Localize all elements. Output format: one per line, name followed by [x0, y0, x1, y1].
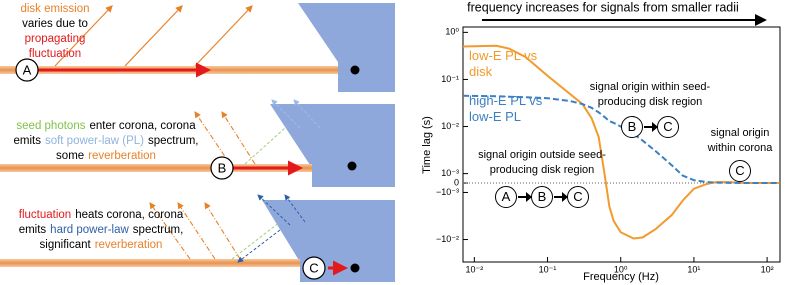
- annotation: signal origin within corona C: [700, 126, 780, 182]
- x-axis-label: Frequency (Hz): [583, 271, 659, 283]
- caption-segment: some: [56, 150, 85, 162]
- panel-letter-circle: [15, 58, 39, 82]
- x-tick-label: 10⁻¹: [539, 264, 557, 274]
- y-tick-label: 10⁻³: [441, 168, 459, 178]
- caption-segment: spectrum,: [132, 224, 184, 236]
- series-label: high-E PL vs low-E PL: [469, 93, 543, 124]
- panel-a-drawing: [0, 3, 395, 92]
- panel-letter: B: [218, 160, 227, 175]
- caption-line: disk emission: [0, 2, 114, 17]
- panel-c-drawing: [0, 194, 395, 282]
- panel-caption: fluctuation heats corona, corona emits hard…: [5, 208, 205, 253]
- caption-segment: spectrum,: [148, 135, 199, 147]
- y-tick-label: −10⁻²: [436, 234, 459, 244]
- annotation-letters: C: [700, 160, 780, 182]
- caption-line: emits soft power-law (PL) spectrum,: [5, 134, 211, 149]
- caption-line: fluctuation heats corona, corona: [5, 208, 201, 223]
- annotation-arrow: [518, 192, 532, 202]
- chart-title: frequency increases for signals from sma…: [467, 0, 739, 14]
- panel-caption: disk emission varies due to propagating flu…: [0, 2, 118, 62]
- y-tick-label: 10⁻²: [441, 121, 459, 131]
- caption-segment: heats corona, corona: [75, 209, 184, 221]
- caption-line: fluctuation: [0, 47, 114, 62]
- y-axis-label: Time lag (s): [421, 116, 433, 174]
- caption-segment: fluctuation: [28, 48, 82, 60]
- caption-segment: propagating: [24, 33, 86, 45]
- annotation-arrow: [554, 192, 568, 202]
- panel-letter: C: [309, 260, 318, 275]
- caption-segment: reverberation: [94, 239, 163, 251]
- panel-letter-circle: [210, 156, 234, 180]
- annotation-letter: C: [657, 116, 679, 138]
- caption-segment: seed photons: [16, 120, 86, 132]
- annotation: signal origin outside seed-producing dis…: [467, 148, 617, 208]
- annotation-letter: C: [729, 160, 751, 182]
- x-tick-label: 10²: [761, 264, 774, 274]
- annotation-text: signal origin within corona: [707, 127, 773, 154]
- caption-segment: varies due to: [22, 18, 88, 30]
- annotation: signal origin within seed-producing disk…: [582, 80, 718, 138]
- annotation-letter: B: [621, 116, 643, 138]
- annotation-text: signal origin within seed-producing disk…: [589, 81, 711, 108]
- caption-segment: enter corona, corona: [89, 120, 196, 132]
- caption-line: significant reverberation: [5, 238, 201, 253]
- y-tick-label: 10⁰: [445, 27, 459, 37]
- plot-frame: [462, 26, 781, 263]
- caption-segment: emits: [18, 224, 47, 236]
- x-tick-label: 10⁰: [614, 264, 628, 274]
- caption-segment: reverberation: [88, 150, 156, 162]
- caption-line: seed photons enter corona, corona: [5, 119, 211, 134]
- annotation-letter: A: [495, 186, 517, 208]
- panel-b-drawing: [0, 99, 395, 187]
- caption-segment: disk emission: [20, 3, 90, 15]
- caption-line: some reverberation: [5, 149, 211, 164]
- y-tick-label: −10⁻³: [436, 187, 459, 197]
- annotation-letter: C: [567, 186, 589, 208]
- caption-segment: fluctuation: [18, 209, 72, 221]
- x-tick-label: 10¹: [687, 264, 700, 274]
- caption-line: emits hard power-law spectrum,: [5, 223, 201, 238]
- y-tick-label: 0: [454, 177, 459, 187]
- annotation-text: signal origin outside seed-producing dis…: [478, 149, 606, 176]
- panel-letter: A: [23, 62, 32, 77]
- caption-line: varies due to: [0, 17, 114, 32]
- panel-caption: seed photons enter corona, corona emits sof…: [5, 119, 215, 164]
- panel-letter-circle: [302, 256, 326, 280]
- caption-segment: soft power-law (PL): [44, 135, 145, 147]
- series-line: [462, 44, 780, 240]
- series-label: low-E PL vs disk: [469, 48, 538, 79]
- x-tick-label: 10⁻²: [465, 264, 483, 274]
- caption-segment: significant: [39, 239, 91, 251]
- caption-segment: emits: [13, 135, 41, 147]
- annotation-letter: B: [531, 186, 553, 208]
- annotation-arrow: [644, 122, 658, 132]
- y-tick-label: 10⁻¹: [441, 74, 459, 84]
- caption-line: propagating: [0, 32, 114, 47]
- series-line: [462, 94, 780, 185]
- caption-segment: hard power-law: [50, 224, 129, 236]
